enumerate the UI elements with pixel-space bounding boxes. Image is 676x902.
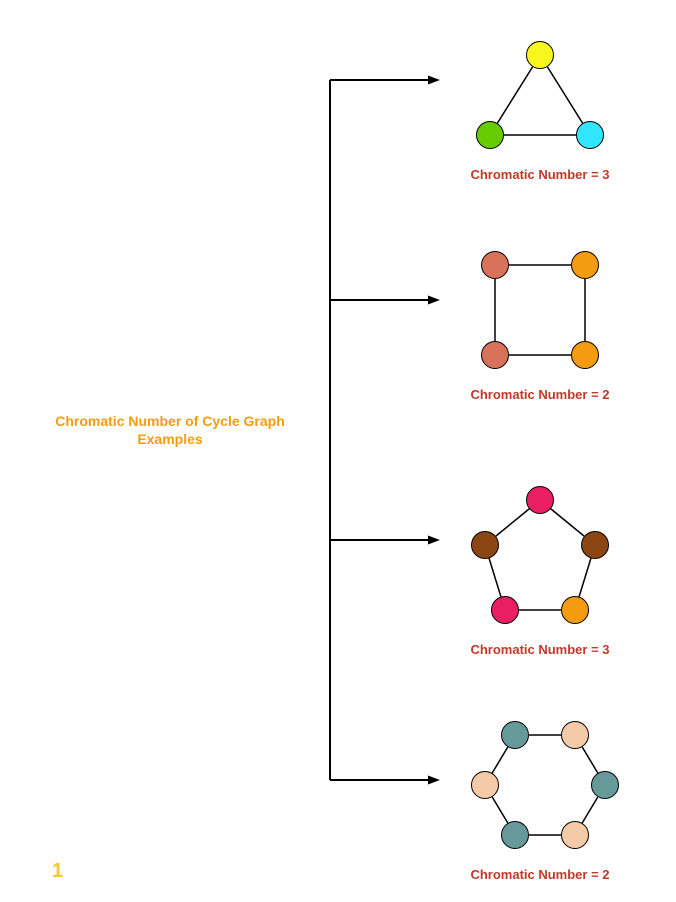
arrow-3-head	[428, 776, 440, 785]
graph-c5-edge	[551, 509, 584, 536]
graph-c6-edge	[492, 797, 508, 823]
graph-c6-edge	[492, 747, 508, 773]
arrow-0-head	[428, 76, 440, 85]
title-line: Chromatic Number of Cycle Graph	[40, 412, 300, 430]
arrow-1-head	[428, 296, 440, 305]
graph-c6-node-4	[501, 821, 529, 849]
graph-c3-node-1	[476, 121, 504, 149]
arrow-2-head	[428, 536, 440, 545]
graph-c6-node-0	[501, 721, 529, 749]
graph-c5-node-4	[471, 531, 499, 559]
diagram-stage: Chromatic Number of Cycle GraphExamples 1…	[0, 0, 676, 902]
graph-c4-node-3	[481, 341, 509, 369]
graph-c3-edge	[547, 67, 582, 123]
watermark: 1	[52, 860, 63, 883]
graph-c5-node-1	[581, 531, 609, 559]
graph-c3-caption: Chromatic Number = 3	[420, 167, 660, 182]
title-line: Examples	[40, 430, 300, 448]
graph-c5-node-0	[526, 486, 554, 514]
graph-c6-node-1	[561, 721, 589, 749]
svg-layer	[0, 0, 676, 902]
graph-c6-caption: Chromatic Number = 2	[420, 867, 660, 882]
graph-c6-node-3	[561, 821, 589, 849]
graph-c4-node-0	[481, 251, 509, 279]
graph-c6-node-5	[471, 771, 499, 799]
graph-c5-edge	[496, 509, 529, 536]
graph-c3-node-2	[576, 121, 604, 149]
graph-c5-edge	[579, 558, 591, 596]
graph-c6-edge	[582, 747, 598, 773]
graph-c5-node-2	[561, 596, 589, 624]
graph-c5-node-3	[491, 596, 519, 624]
main-title: Chromatic Number of Cycle GraphExamples	[40, 412, 300, 448]
graph-c6-node-2	[591, 771, 619, 799]
graph-c4-caption: Chromatic Number = 2	[420, 387, 660, 402]
graph-c6-edge	[582, 797, 598, 823]
graph-c5-caption: Chromatic Number = 3	[420, 642, 660, 657]
graph-c4-node-1	[571, 251, 599, 279]
graph-c3-edge	[497, 67, 532, 123]
graph-c5-edge	[489, 558, 501, 596]
graph-c3-node-0	[526, 41, 554, 69]
graph-c4-node-2	[571, 341, 599, 369]
